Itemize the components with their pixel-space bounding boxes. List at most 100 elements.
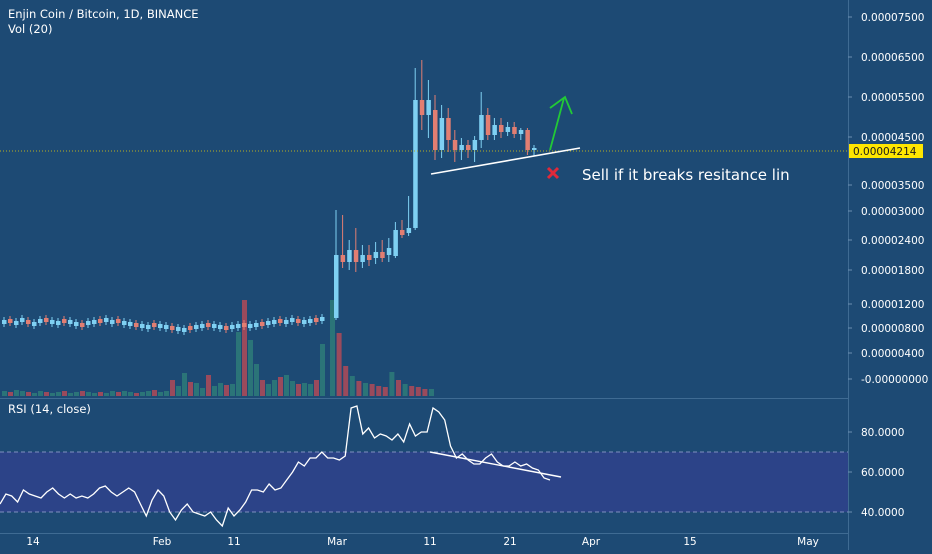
volume-bar [396, 380, 401, 396]
candle-body [373, 252, 379, 258]
volume-bar [104, 393, 109, 396]
time-tick-label: May [797, 536, 819, 548]
candle-body [68, 320, 73, 324]
rsi-tick-label: 60.0000 [861, 467, 904, 479]
volume-bar [200, 388, 205, 396]
candle-body [32, 322, 37, 326]
candle-body [320, 317, 325, 321]
price-tick-label: 0.00007500 [861, 12, 924, 24]
volume-bar [140, 392, 145, 396]
volume-bar [356, 381, 362, 396]
candle-body [505, 127, 511, 132]
price-tick-label: 0.00004500 [861, 132, 924, 144]
volume-bar [402, 384, 408, 396]
candle-body [452, 140, 458, 150]
up-arrow-icon [549, 97, 565, 151]
candle-body [128, 322, 133, 326]
candle-body [26, 320, 31, 324]
candle-body [80, 323, 85, 327]
volume-bar [50, 393, 55, 396]
volume-bar [224, 385, 229, 396]
candle-body [188, 326, 193, 330]
candle-body [400, 230, 405, 235]
candle-body [92, 320, 97, 324]
volume-bar [336, 333, 342, 396]
candle-body [200, 324, 205, 328]
candle-body [254, 323, 259, 327]
rsi-tick-label: 80.0000 [861, 427, 904, 439]
volume-bar [376, 386, 382, 396]
time-tick-label: 11 [227, 536, 240, 548]
volume-bar [415, 387, 421, 396]
volume-bar [80, 391, 85, 396]
candle-body [492, 125, 497, 135]
volume-bar [146, 391, 151, 396]
candle-body [433, 110, 438, 150]
volume-bar [122, 391, 127, 396]
volume-bar [26, 392, 31, 396]
volume-bars [2, 300, 434, 396]
candle-body [176, 327, 181, 331]
price-tick-label: 0.00002400 [861, 235, 924, 247]
candle-body [224, 326, 229, 330]
candle-body [512, 127, 517, 134]
volume-bar [320, 344, 325, 396]
time-tick-label: Feb [153, 536, 172, 548]
volume-bar [230, 384, 235, 396]
candle-body [20, 318, 25, 322]
volume-bar [128, 392, 133, 396]
candle-body [86, 321, 91, 325]
main-panel-background [0, 0, 848, 397]
candle-body [236, 324, 241, 328]
candle-body [459, 145, 464, 150]
up-arrow-head-icon [549, 95, 573, 115]
candle-body [164, 325, 169, 329]
volume-bar [194, 383, 199, 396]
candle-body [439, 118, 445, 150]
candle-body [170, 326, 175, 330]
volume-bar [32, 393, 37, 396]
price-tick-label: -0.00000000 [861, 374, 928, 386]
volume-bar [429, 389, 434, 396]
volume-bar [266, 384, 271, 396]
candle-body [56, 321, 61, 325]
candle-body [8, 319, 13, 323]
rsi-line [0, 405, 551, 528]
candle-body [194, 325, 199, 329]
price-tick-label: 0.00006500 [861, 52, 924, 64]
candle-body [380, 252, 385, 258]
axes: 0.00007500 0.00006500 0.00005500 0.00004500… [26, 12, 928, 548]
candle-body [74, 322, 79, 326]
candle-body [152, 323, 157, 327]
candle-body [116, 319, 121, 323]
candle-body [347, 250, 352, 262]
price-tick-label: 0.00000800 [861, 323, 924, 335]
volume-bar [116, 392, 121, 396]
price-tick-label: 0.00005500 [861, 92, 924, 104]
volume-bar [330, 300, 335, 396]
volume-bar [44, 392, 49, 396]
candle-body [499, 125, 504, 132]
candle-body [248, 324, 253, 328]
volume-bar [409, 386, 415, 396]
candle-body [38, 319, 43, 323]
candle-body [260, 322, 265, 326]
price-tick-label: 0.00003500 [861, 180, 924, 192]
volume-bar [254, 364, 259, 396]
volume-bar [110, 391, 115, 396]
volume-bar [272, 380, 277, 396]
volume-bar [248, 340, 253, 396]
candle-body [472, 140, 478, 150]
cross-icon [546, 166, 560, 180]
volume-bar [349, 376, 355, 396]
volume-bar [302, 383, 307, 396]
volume-bar [38, 391, 43, 396]
candle-body [62, 319, 67, 323]
volume-bar [382, 387, 388, 396]
rsi-band [0, 452, 848, 512]
volume-bar [62, 391, 67, 396]
candle-body [340, 255, 346, 262]
volume-bar [296, 384, 301, 396]
